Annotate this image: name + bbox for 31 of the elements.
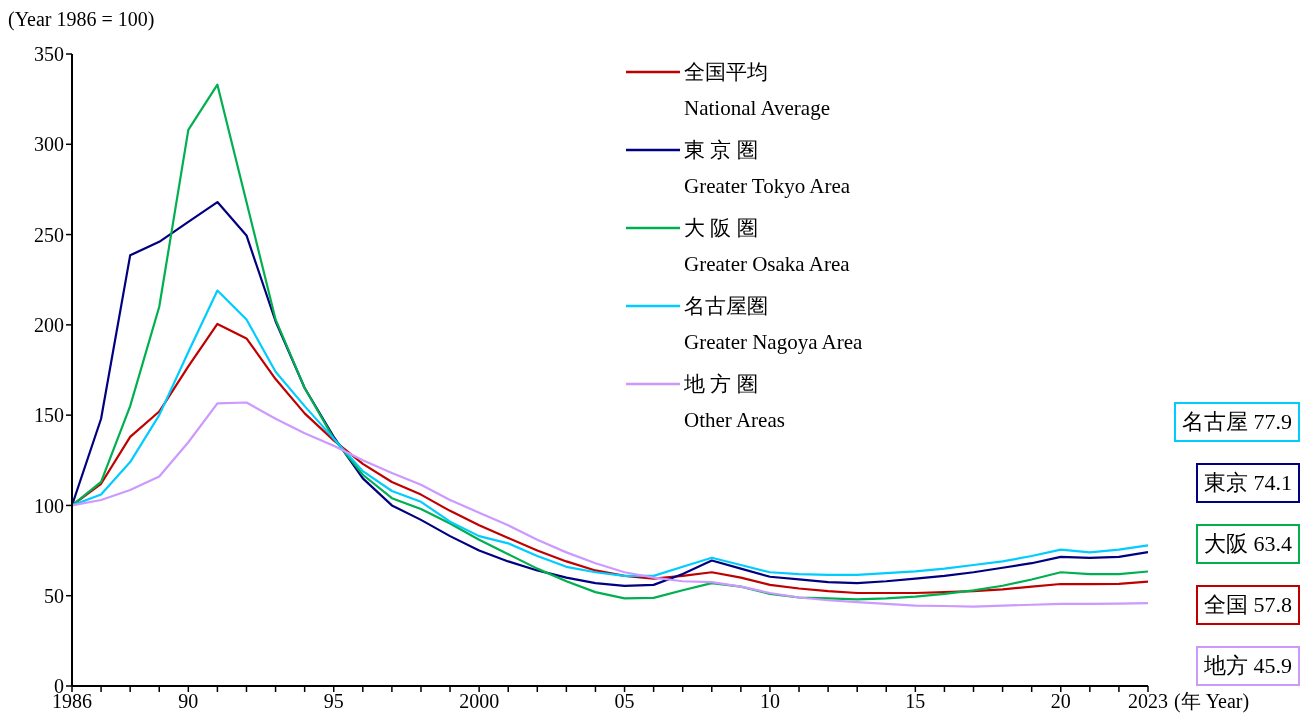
legend-label: 全国平均 National Average [684,59,830,121]
y-tick-label: 100 [34,494,64,517]
x-tick-label: 10 [759,690,780,713]
y-axis-title: (Year 1986 = 100) [8,8,155,31]
line-series [72,401,1148,608]
x-tick-label: 90 [178,690,199,713]
text: 東京 74.1 [1196,463,1300,503]
x-tick-label: 2023 [1128,690,1168,713]
line-series [72,200,1148,587]
y-tick-label: 150 [34,404,64,427]
x-tick-label: 05 [614,690,635,713]
x-tick-label: 15 [905,690,926,713]
x-axis-title: (年 Year) [1174,689,1250,715]
y-tick-label: 50 [44,584,64,607]
text: 全国 57.8 [1196,585,1300,625]
x-tick-label: 95 [323,690,344,713]
y-tick-label: 350 [34,43,64,66]
text: 地方 45.9 [1196,646,1300,686]
legend-label: 名古屋圏 Greater Nagoya Area [684,293,863,355]
text: 名古屋 77.9 [1174,402,1300,442]
text: 大阪 63.4 [1196,524,1300,564]
y-tick-label: 250 [34,223,64,246]
legend-label: 大 阪 圏 Greater Osaka Area [684,215,850,277]
x-tick-label: 2000 [459,690,500,713]
x-tick-label: 20 [1050,690,1071,713]
y-tick-label: 200 [34,313,64,336]
line-series [72,289,1148,577]
line-series [72,83,1148,601]
legend-label: 東 京 圏 Greater Tokyo Area [684,137,851,199]
y-tick-label: 300 [34,133,64,156]
legend-label: 地 方 圏 Other Areas [684,371,785,433]
